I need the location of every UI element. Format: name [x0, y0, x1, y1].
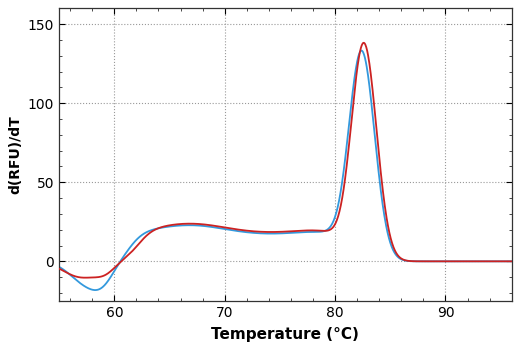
Y-axis label: d(RFU)/dT: d(RFU)/dT — [8, 115, 22, 194]
X-axis label: Temperature (°C): Temperature (°C) — [212, 327, 359, 342]
